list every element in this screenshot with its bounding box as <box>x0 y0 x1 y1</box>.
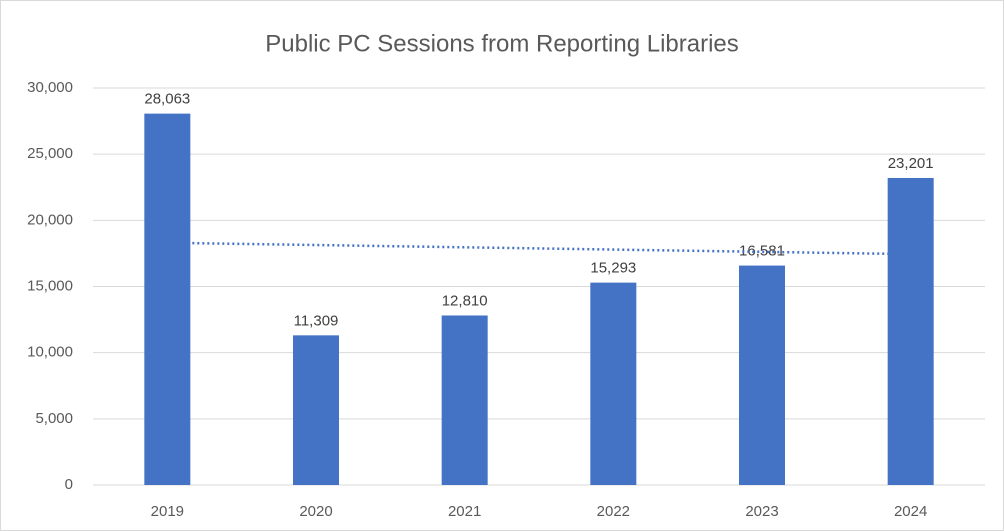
y-tick-label: 0 <box>65 476 73 493</box>
x-tick-label: 2024 <box>894 503 927 520</box>
data-label: 12,810 <box>442 292 488 309</box>
y-tick-label: 10,000 <box>27 344 73 361</box>
bar <box>590 282 637 485</box>
x-tick-label: 2022 <box>597 503 630 520</box>
y-tick-label: 5,000 <box>35 410 73 427</box>
x-tick-label: 2021 <box>448 503 481 520</box>
bar <box>441 315 488 485</box>
y-tick-label: 15,000 <box>27 277 73 294</box>
bar <box>144 113 191 485</box>
x-tick-label: 2019 <box>151 503 184 520</box>
data-label: 11,309 <box>294 312 339 329</box>
trendline <box>167 241 911 256</box>
y-tick-label: 30,000 <box>27 79 73 96</box>
data-label: 23,201 <box>888 155 934 172</box>
x-tick-label: 2020 <box>299 503 332 520</box>
x-tick-label: 2023 <box>745 503 778 520</box>
bar <box>739 265 785 485</box>
bar <box>293 335 339 485</box>
data-label: 28,063 <box>144 91 190 108</box>
y-tick-label: 20,000 <box>27 211 73 228</box>
data-label: 15,293 <box>590 260 636 277</box>
bar <box>887 177 934 485</box>
chart-title: Public PC Sessions from Reporting Librar… <box>265 30 739 57</box>
y-tick-label: 25,000 <box>27 145 73 162</box>
data-label: 16,581 <box>739 243 785 260</box>
